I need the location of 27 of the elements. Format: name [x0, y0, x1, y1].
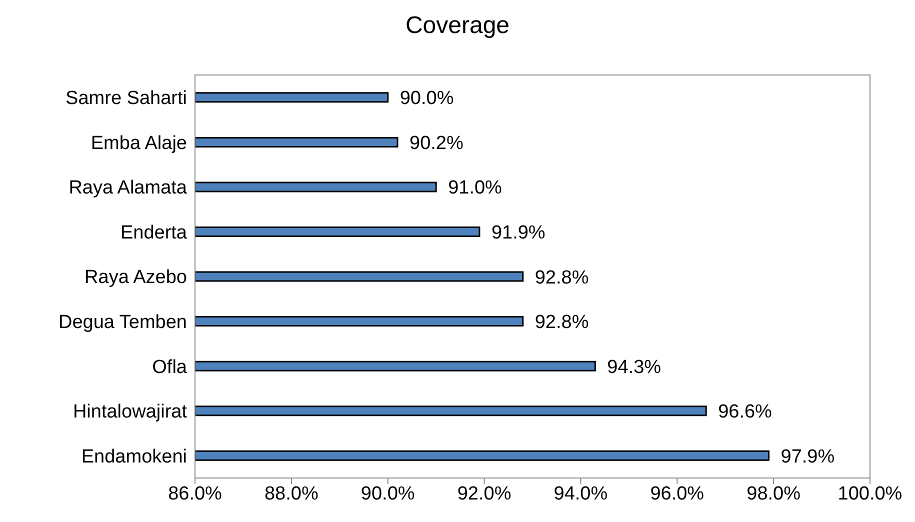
data-label: 90.0%	[400, 88, 454, 110]
data-label: 94.3%	[607, 356, 662, 378]
x-tick-label: 100.0%	[838, 483, 902, 504]
y-tick-label: Raya Alamata	[68, 178, 188, 199]
chart-title: Coverage	[404, 11, 511, 41]
x-tick-label: 90.0%	[360, 483, 415, 504]
y-tick-label: Raya Azebo	[84, 267, 187, 288]
data-label: 96.6%	[718, 402, 772, 423]
y-tick-label: Endamokeni	[81, 446, 187, 468]
x-tick-label: 94.0%	[554, 483, 608, 504]
x-tick-label: 86.0%	[168, 483, 222, 504]
y-tick-label: Emba Alaje	[90, 132, 187, 154]
data-label: 92.8%	[534, 267, 589, 288]
y-tick-label: Enderta	[120, 222, 188, 244]
data-label: 92.8%	[534, 312, 589, 334]
data-label: 91.9%	[491, 222, 546, 244]
x-tick-label: 96.0%	[650, 483, 704, 504]
x-tick-label: 92.0%	[457, 483, 512, 504]
y-tick-label: Ofla	[152, 356, 188, 378]
y-tick-label: Samre Saharti	[66, 88, 187, 110]
data-label: 97.9%	[780, 446, 835, 468]
y-tick-label: Hintalowajirat	[72, 402, 188, 423]
x-tick-label: 88.0%	[264, 483, 318, 504]
y-tick-label: Degua Temben	[58, 312, 187, 334]
data-label: 90.2%	[410, 132, 464, 154]
x-tick-label: 98.0%	[746, 483, 801, 504]
data-label: 91.0%	[448, 178, 502, 199]
